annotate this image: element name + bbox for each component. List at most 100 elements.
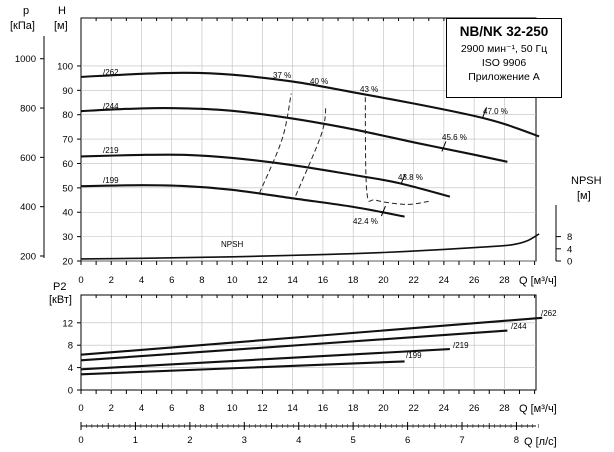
head-axis-unit: [м] — [54, 20, 68, 32]
head-x-tick-label: 4 — [139, 275, 144, 286]
efficiency-label-43-8: 43.8 % — [398, 173, 423, 182]
pressure-axis-label: p — [23, 5, 29, 17]
power-labels: /262 /244 /219 /199 — [406, 309, 557, 360]
head-series — [80, 71, 540, 260]
head-curve-199 — [80, 184, 405, 218]
head-y-tick-label: 80 — [62, 110, 73, 121]
pressure-tick-label: 800 — [20, 104, 36, 115]
flow-ls-tick-label: 1 — [133, 435, 138, 446]
power-x-tick-label: 16 — [318, 403, 329, 414]
head-y-tick-label: 20 — [62, 257, 73, 268]
head-y-tick-label: 90 — [62, 86, 73, 97]
pressure-axis-unit: [кПа] — [10, 20, 35, 32]
efficiency-label-40: 40 % — [310, 77, 328, 86]
efficiency-label-42-4: 42.4 % — [353, 217, 378, 226]
pump-model: NB/NK 32-250 — [459, 24, 549, 39]
power-x-tick-label: 26 — [469, 403, 480, 414]
power-x-tick-label: 8 — [199, 403, 204, 414]
head-x-tick-label: 26 — [469, 275, 480, 286]
power-axis-label: P2 — [53, 281, 66, 293]
flow-ls-tick-label: 4 — [296, 435, 301, 446]
head-x-tick-label: 8 — [199, 275, 204, 286]
power-curve-262 — [80, 316, 543, 356]
series-label-219: /219 — [103, 146, 119, 155]
power-x-tick-label: 24 — [439, 403, 450, 414]
head-axes: p [кПа] H [м] NPSH [м] Q [м³/ч] — [10, 5, 602, 287]
head-x-tick-label: 12 — [257, 275, 268, 286]
head-y-tick-label: 100 — [57, 61, 73, 72]
head-y-tick-label: 70 — [62, 135, 73, 146]
power-x-tick-label: 20 — [378, 403, 389, 414]
power-x-tick-label: 22 — [408, 403, 419, 414]
power-x-tick-label: 10 — [227, 403, 238, 414]
npsh-tick-label: 4 — [567, 244, 572, 255]
power-y-tick-label: 4 — [68, 363, 73, 374]
flow-ls-axis-label: Q [л/с] — [524, 436, 557, 448]
pump-annex: Приложение A — [468, 71, 540, 83]
power-x-axis-label: Q [м³/ч] — [519, 403, 557, 415]
head-y-tick-label: 40 — [62, 208, 73, 219]
flow-ls-tick-label: 8 — [514, 435, 519, 446]
flow-ls-tick-label: 3 — [242, 435, 247, 446]
series-label-244: /244 — [103, 102, 119, 111]
npsh-curve — [80, 233, 540, 260]
pump-speed: 2900 мин⁻¹, 50 Гц — [460, 43, 548, 55]
power-x-tick-label: 14 — [287, 403, 298, 414]
power-axes: P2 [кВт] Q [м³/ч] — [49, 281, 557, 415]
power-curve-244 — [80, 329, 508, 362]
efficiency-line — [295, 105, 327, 196]
pump-info-box: NB/NK 32-250 2900 мин⁻¹, 50 Гц ISO 9906 … — [446, 18, 562, 98]
head-x-tick-label: 6 — [169, 275, 174, 286]
efficiency-label-43: 43 % — [360, 85, 378, 94]
head-x-tick-label: 10 — [227, 275, 238, 286]
efficiency-line — [258, 93, 292, 194]
head-x-tick-label: 18 — [348, 275, 359, 286]
head-x-tick-label: 24 — [439, 275, 450, 286]
flow-ls-tick-label: 2 — [187, 435, 192, 446]
flow-ls-tick-label: 7 — [459, 435, 464, 446]
head-x-tick-label: 2 — [109, 275, 114, 286]
power-series-label-199: /199 — [406, 351, 422, 360]
pressure-tick-label: 600 — [20, 153, 36, 164]
power-series-label-262: /262 — [541, 309, 557, 318]
head-x-tick-label: 14 — [287, 275, 298, 286]
efficiency-marker — [380, 205, 386, 217]
power-y-tick-label: 8 — [68, 341, 73, 352]
series-label-262: /262 — [103, 68, 119, 77]
npsh-tick-label: 8 — [567, 232, 572, 243]
head-y-tick-label: 60 — [62, 159, 73, 170]
efficiency-marker — [441, 141, 447, 152]
head-curve-262 — [80, 71, 540, 138]
pump-standard: ISO 9906 — [481, 57, 527, 69]
efficiency-marker — [482, 107, 488, 118]
flow-ls-tick-label: 5 — [351, 435, 356, 446]
efficiency-label-37: 37 % — [273, 71, 291, 80]
power-x-tick-label: 18 — [348, 403, 359, 414]
power-x-tick-label: 0 — [78, 403, 83, 414]
pressure-tick-label: 1000 — [15, 54, 36, 65]
power-y-tick-label: 12 — [62, 318, 73, 329]
head-x-tick-label: 20 — [378, 275, 389, 286]
flow-ls-axis: 0 1 2 3 4 5 6 7 8 Q [л/с] — [78, 422, 557, 448]
power-axis-unit: [кВт] — [49, 294, 72, 306]
flow-ls-tick-label: 6 — [405, 435, 410, 446]
series-label-npsh: NPSH — [221, 240, 243, 249]
power-x-tick-label: 2 — [109, 403, 114, 414]
power-x-tick-label: 6 — [169, 403, 174, 414]
power-curve-219 — [80, 348, 450, 371]
flow-ls-tick-label: 0 — [78, 435, 83, 446]
head-x-tick-label: 0 — [78, 275, 83, 286]
power-series-label-219: /219 — [453, 341, 469, 350]
efficiency-lines — [258, 93, 488, 217]
series-label-199: /199 — [103, 176, 119, 185]
pressure-tick-label: 400 — [20, 202, 36, 213]
head-axis-label: H — [58, 5, 66, 17]
efficiency-marker — [400, 173, 406, 185]
head-curve-219 — [80, 153, 451, 198]
power-series — [80, 316, 543, 376]
power-x-tick-label: 12 — [257, 403, 268, 414]
power-plot-frame — [80, 294, 537, 391]
